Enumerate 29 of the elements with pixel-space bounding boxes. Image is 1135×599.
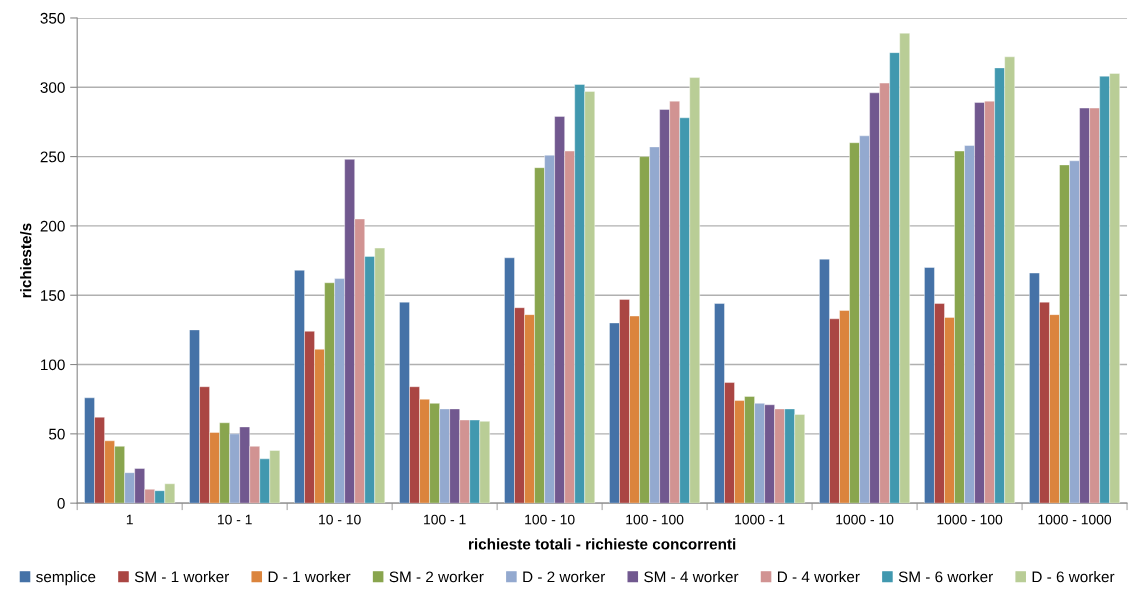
y-tick-label: 250 xyxy=(40,151,65,163)
legend-label: SM - 6 worker xyxy=(898,571,993,583)
legend-label: D - 6 worker xyxy=(1032,571,1115,583)
legend-label: D - 1 worker xyxy=(268,571,351,583)
legend-label: semplice xyxy=(36,571,96,586)
x-axis-title: richieste totali - richieste concorrenti xyxy=(468,538,736,550)
y-tick-label: 150 xyxy=(41,290,65,301)
x-tick-label: 10 - 1 xyxy=(217,514,252,525)
x-tick-label: 10 - 10 xyxy=(319,514,361,525)
y-axis-title: richieste/s xyxy=(20,223,32,298)
y-tick-label: 50 xyxy=(48,428,65,440)
y-tick-label: 350 xyxy=(40,12,65,24)
x-tick-label: 100 - 10 xyxy=(525,514,575,525)
x-tick-label: 100 - 1 xyxy=(424,514,466,525)
x-tick-label: 1000 - 1000 xyxy=(1038,514,1112,525)
legend-label: SM - 1 worker xyxy=(134,571,229,583)
y-tick-label: 100 xyxy=(41,359,65,371)
x-tick-label: 100 - 100 xyxy=(626,514,684,525)
x-tick-label: 1 xyxy=(126,514,133,525)
x-tick-label: 1000 - 100 xyxy=(937,514,1003,525)
legend-label: D - 2 worker xyxy=(523,571,606,583)
legend-label: D - 4 worker xyxy=(777,571,860,583)
x-tick-label: 1000 - 10 xyxy=(836,514,894,525)
x-tick-label: 1000 - 1 xyxy=(735,514,785,525)
legend-label: SM - 4 worker xyxy=(644,571,739,583)
y-tick-label: 200 xyxy=(40,220,65,232)
y-tick-label: 300 xyxy=(40,82,65,93)
y-tick-label: 0 xyxy=(57,498,65,509)
legend-label: SM - 2 worker xyxy=(389,571,484,583)
